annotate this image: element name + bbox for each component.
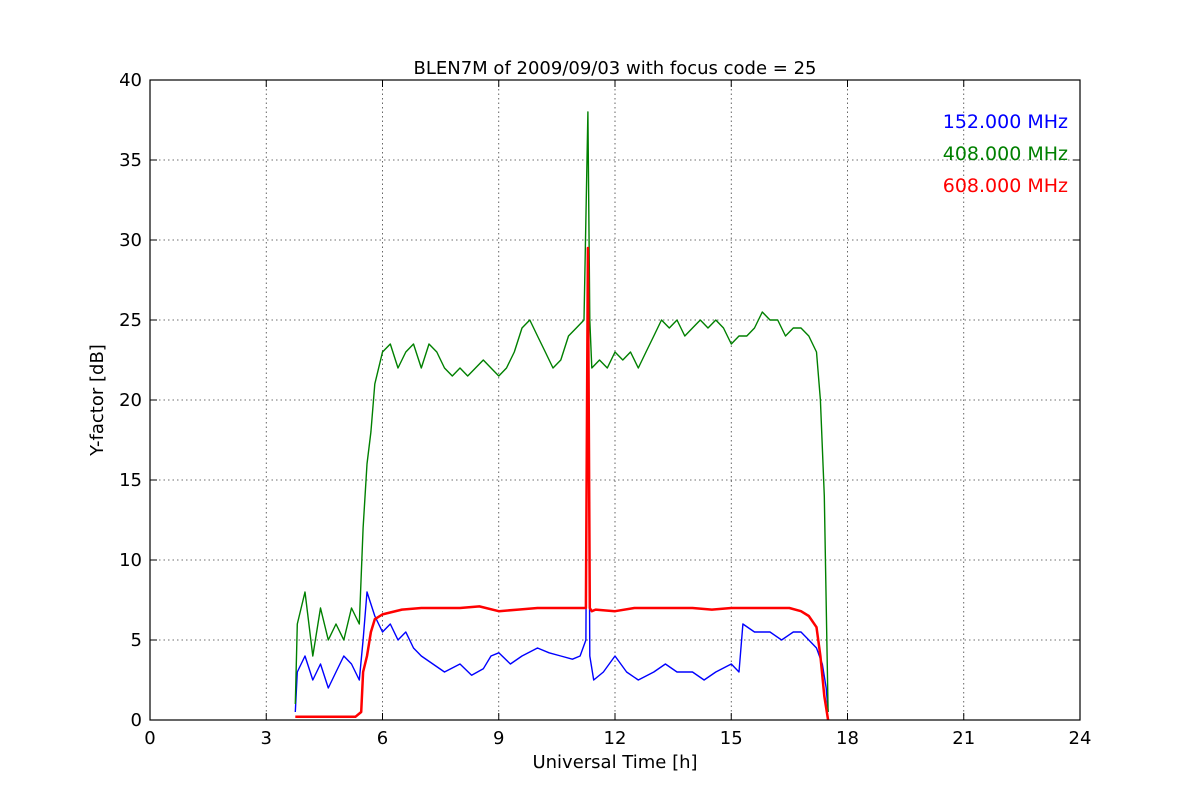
x-axis-label: Universal Time [h]: [532, 752, 697, 773]
y-tick-label: 0: [131, 710, 142, 731]
x-tick-label: 6: [377, 728, 388, 749]
x-tick-label: 9: [493, 728, 504, 749]
y-tick-label: 5: [131, 630, 142, 651]
x-tick-label: 21: [952, 728, 975, 749]
legend-entry: 608.000 MHz: [943, 175, 1068, 197]
series-layer: [294, 111, 830, 721]
legend-entry: 408.000 MHz: [943, 143, 1068, 165]
y-tick-label: 25: [119, 310, 142, 331]
legend-entry: 152.000 MHz: [943, 111, 1068, 133]
x-tick-label: 15: [720, 728, 743, 749]
x-tick-label: 3: [261, 728, 272, 749]
chart-title: BLEN7M of 2009/09/03 with focus code = 2…: [414, 58, 817, 79]
y-tick-label: 15: [119, 470, 142, 491]
y-tick-label: 10: [119, 550, 142, 571]
series-line-152-000-mhz: [294, 255, 829, 713]
grid: [150, 80, 1080, 720]
y-tick-label: 20: [119, 390, 142, 411]
x-tick-label: 24: [1069, 728, 1092, 749]
series-line-408-000-mhz: [294, 111, 829, 713]
legend: 152.000 MHz 408.000 MHz 608.000 MHz: [943, 111, 1068, 197]
x-tick-label: 18: [836, 728, 859, 749]
y-axis-label: Y-factor [dB]: [87, 344, 108, 457]
y-tick-label: 30: [119, 230, 142, 251]
y-tick-label: 35: [119, 150, 142, 171]
y-tick-label: 40: [119, 70, 142, 91]
ticks: 0 3 6 9 12 15 18 21 24 0 5 10 15 20 25 30 35 40: [119, 70, 1091, 749]
x-tick-label: 0: [144, 728, 155, 749]
x-tick-label: 12: [604, 728, 627, 749]
series-line-608-000-mhz: [295, 246, 830, 721]
